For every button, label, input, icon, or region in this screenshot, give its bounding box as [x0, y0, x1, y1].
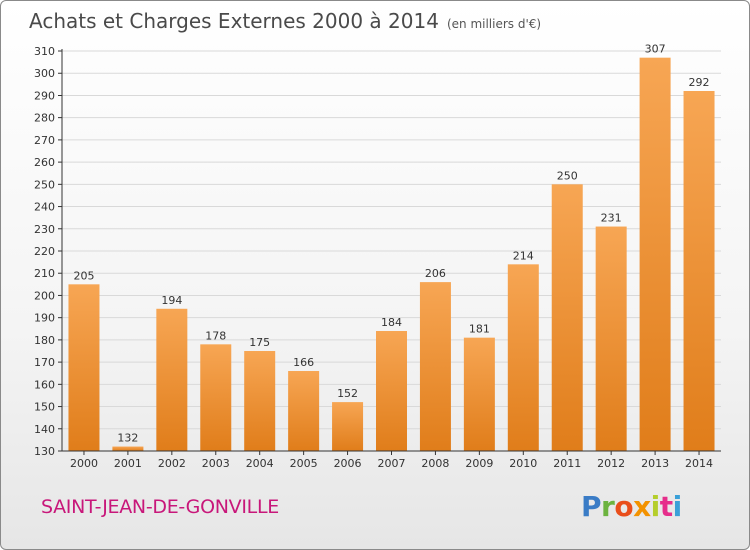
x-tick-label: 2000 — [70, 457, 98, 470]
data-label: 132 — [117, 432, 138, 445]
chart-unit: (en milliers d'€) — [446, 17, 542, 31]
y-tick-label: 310 — [34, 45, 55, 58]
x-tick-label: 2004 — [246, 457, 274, 470]
data-label: 175 — [249, 336, 270, 349]
bar — [419, 282, 451, 451]
x-tick-label: 2007 — [378, 457, 406, 470]
x-tick-label: 2008 — [421, 457, 449, 470]
bar — [68, 284, 100, 451]
x-tick-label: 2002 — [158, 457, 186, 470]
data-label: 194 — [161, 294, 182, 307]
data-label: 205 — [73, 269, 94, 282]
data-label: 181 — [469, 323, 490, 336]
bar — [332, 402, 364, 451]
y-tick-label: 230 — [34, 223, 55, 236]
y-tick-label: 270 — [34, 134, 55, 147]
bar — [288, 371, 320, 451]
bar — [200, 344, 232, 451]
y-tick-label: 190 — [34, 312, 55, 325]
data-label: 292 — [689, 76, 710, 89]
x-tick-label: 2010 — [509, 457, 537, 470]
bar — [639, 57, 671, 452]
data-label: 152 — [337, 387, 358, 400]
data-label: 307 — [645, 43, 666, 56]
y-tick-label: 170 — [34, 356, 55, 369]
y-tick-label: 250 — [34, 178, 55, 191]
x-tick-label: 2012 — [597, 457, 625, 470]
y-tick-label: 300 — [34, 67, 55, 80]
y-tick-label: 290 — [34, 89, 55, 102]
y-tick-label: 150 — [34, 401, 55, 414]
x-tick-label: 2005 — [290, 457, 318, 470]
proxiti-logo: Proxiti — [581, 490, 682, 523]
y-tick-label: 220 — [34, 245, 55, 258]
x-tick-label: 2011 — [553, 457, 581, 470]
chart-title-text: Achats et Charges Externes 2000 à 2014 — [29, 9, 439, 33]
bar — [376, 331, 407, 451]
y-tick-label: 210 — [34, 267, 55, 280]
y-tick-label: 260 — [34, 156, 55, 169]
data-label: 214 — [513, 249, 534, 262]
commune-name: SAINT-JEAN-DE-GONVILLE — [41, 496, 279, 518]
y-tick-label: 240 — [34, 201, 55, 214]
y-tick-label: 130 — [34, 445, 55, 458]
data-label: 231 — [601, 212, 622, 225]
data-label: 166 — [293, 356, 314, 369]
bar — [112, 446, 144, 451]
x-tick-label: 2001 — [114, 457, 142, 470]
data-label: 178 — [205, 329, 226, 342]
x-tick-label: 2009 — [465, 457, 493, 470]
data-label: 206 — [425, 267, 446, 280]
bar — [551, 184, 583, 452]
y-tick-label: 280 — [34, 112, 55, 125]
bar — [507, 264, 539, 451]
chart-title: Achats et Charges Externes 2000 à 2014 (e… — [29, 9, 541, 33]
x-tick-label: 2003 — [202, 457, 230, 470]
y-tick-label: 140 — [34, 423, 55, 436]
bar — [156, 308, 188, 451]
x-tick-label: 2006 — [334, 457, 362, 470]
y-tick-label: 200 — [34, 289, 55, 302]
bar — [244, 351, 276, 451]
y-tick-label: 180 — [34, 334, 55, 347]
bar — [463, 337, 495, 451]
bar — [595, 226, 627, 451]
data-label: 250 — [557, 169, 578, 182]
y-tick-label: 160 — [34, 378, 55, 391]
bar — [683, 91, 715, 451]
data-label: 184 — [381, 316, 402, 329]
x-tick-label: 2013 — [641, 457, 669, 470]
x-tick-label: 2014 — [685, 457, 713, 470]
